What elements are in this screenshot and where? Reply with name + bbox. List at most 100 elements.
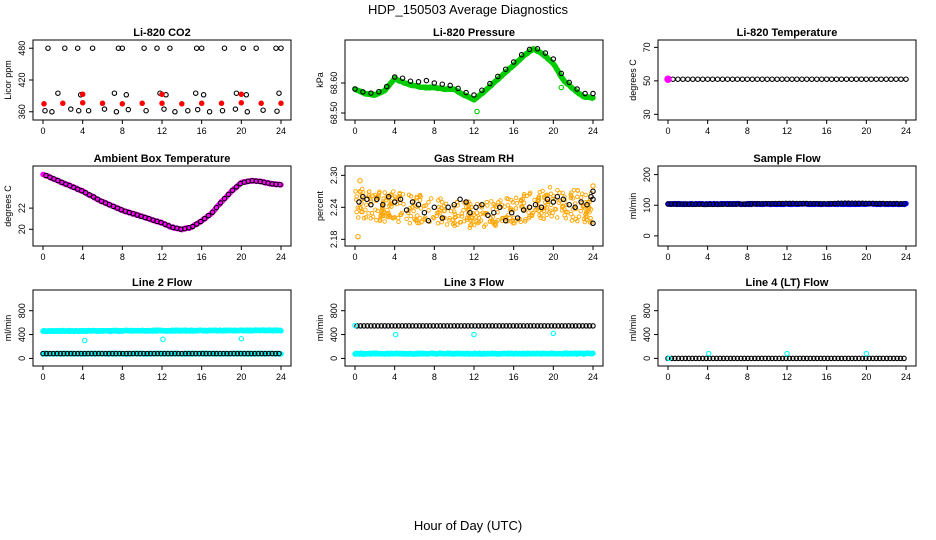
series-magenta [664, 75, 672, 83]
data-point [831, 200, 838, 207]
data-point [823, 76, 830, 82]
data-point [542, 194, 547, 199]
data-point [426, 200, 431, 205]
x-tick-label: 24 [901, 372, 911, 382]
data-point [154, 350, 161, 357]
series-orange-out [355, 177, 596, 240]
data-point [496, 199, 501, 205]
data-point [870, 355, 876, 362]
data-point [217, 200, 224, 206]
data-point [248, 350, 255, 357]
data-point [849, 200, 855, 206]
data-point [734, 76, 741, 82]
data-point [859, 355, 866, 362]
y-axis-label: kPa [315, 72, 325, 88]
data-point [355, 205, 361, 210]
data-point [842, 355, 848, 362]
data-point [40, 350, 46, 357]
data-point [368, 216, 373, 221]
data-point [363, 215, 369, 220]
data-point [447, 217, 452, 223]
data-point [357, 323, 364, 329]
data-point [423, 77, 430, 84]
data-point [238, 100, 245, 106]
data-point [185, 107, 191, 114]
data-point [375, 323, 381, 329]
y-axis-label: degrees C [3, 185, 13, 227]
data-point [557, 190, 562, 196]
data-point [78, 350, 84, 357]
data-point [240, 45, 247, 51]
data-point [125, 106, 132, 113]
data-point [569, 218, 575, 223]
series-black-mid [55, 90, 282, 98]
data-point [523, 217, 528, 222]
data-point [748, 355, 755, 362]
panel-5: Gas Stream RH percent 0 4 8 12 16 20 24 2.18 2.24 2… [315, 153, 604, 262]
data-point [532, 197, 537, 203]
data-point [517, 323, 523, 329]
data-point [856, 200, 862, 207]
data-point [167, 45, 173, 51]
data-point [828, 355, 834, 362]
data-point [354, 209, 359, 215]
data-point [559, 323, 565, 329]
x-tick-label: 20 [861, 372, 871, 382]
data-point [790, 200, 796, 207]
data-point [814, 355, 820, 362]
data-point [426, 208, 431, 213]
data-point [734, 201, 741, 207]
data-point [71, 350, 77, 357]
data-point [532, 208, 538, 213]
data-point [57, 350, 64, 357]
data-point [244, 109, 251, 115]
data-point [417, 215, 423, 221]
data-point [68, 350, 74, 357]
data-point [448, 208, 454, 214]
data-point [485, 212, 491, 219]
data-point [709, 76, 716, 82]
data-point [535, 198, 540, 203]
data-point [361, 323, 367, 329]
data-point [403, 207, 410, 213]
plot-frame [657, 39, 917, 121]
y-axis-label: Licor ppm [3, 60, 13, 100]
x-tick-label: 16 [509, 372, 519, 382]
data-point [262, 350, 268, 357]
data-point [880, 355, 886, 362]
data-point [511, 221, 516, 226]
data-point [479, 87, 485, 93]
panel-7: Line 2 Flow ml/min 0 4 8 12 16 20 24 0 400 800 [3, 277, 292, 382]
data-point [451, 209, 457, 214]
data-point [738, 201, 744, 207]
y-tick-label: 2.30 [329, 167, 339, 185]
data-point [814, 76, 820, 82]
data-point [764, 76, 770, 82]
data-point [439, 215, 446, 221]
data-point [573, 206, 579, 212]
data-point [381, 196, 386, 201]
data-point [151, 350, 157, 357]
data-point [863, 350, 870, 357]
series-black [665, 200, 907, 208]
data-point [790, 355, 796, 362]
data-point [514, 201, 520, 206]
y-tick-label: 200 [642, 167, 652, 182]
data-point [224, 350, 230, 357]
data-point [887, 355, 893, 362]
data-point [179, 101, 185, 107]
y-axis-label: ml/min [315, 315, 325, 342]
data-point [856, 355, 862, 362]
data-point [395, 323, 402, 329]
data-point [713, 355, 720, 362]
data-point [368, 201, 374, 208]
data-point [391, 189, 396, 194]
data-point [388, 323, 395, 329]
data-point [390, 216, 396, 221]
data-point [355, 233, 361, 240]
data-point [81, 337, 88, 344]
data-point [502, 66, 509, 72]
data-point [818, 76, 825, 82]
data-point [880, 200, 886, 207]
data-point [527, 190, 533, 196]
